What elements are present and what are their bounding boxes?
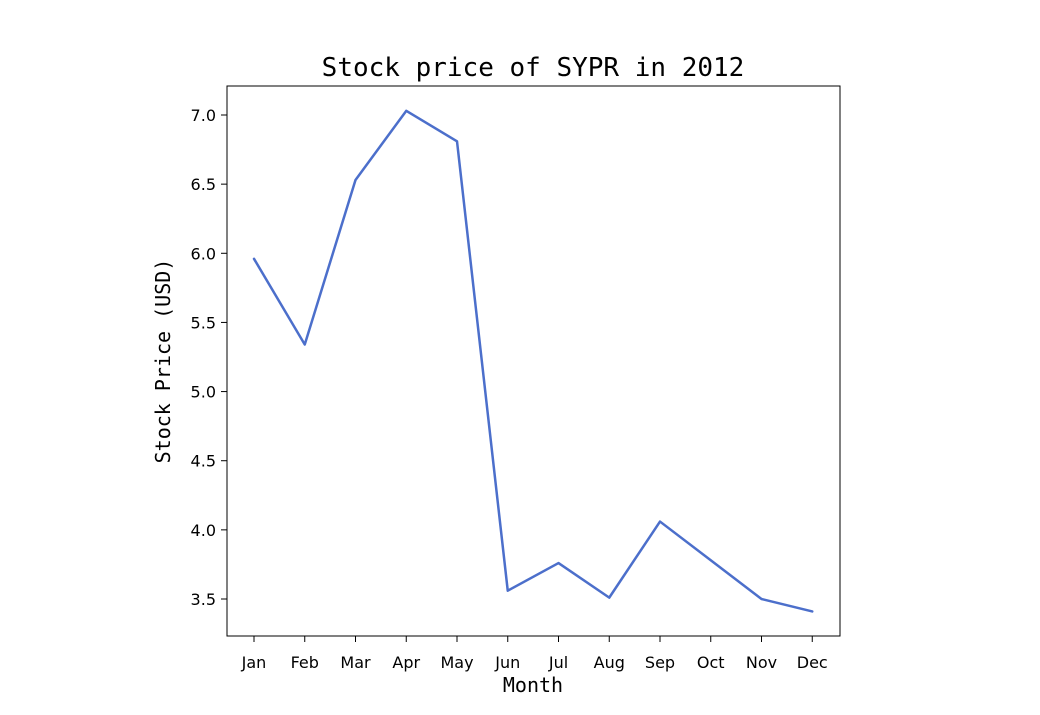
series-line (252, 109, 814, 613)
y-tick-label: 6.5 (191, 175, 216, 194)
y-tick-label: 7.0 (191, 106, 216, 125)
x-tick-label: Jul (548, 653, 568, 672)
y-tick-label: 5.0 (191, 383, 216, 402)
x-tick-label: Apr (392, 653, 420, 672)
x-tick-label: Jan (241, 653, 267, 672)
x-tick-label: Aug (594, 653, 625, 672)
x-tick-label: May (440, 653, 473, 672)
x-axis: Jan Feb Mar Apr May Jun Jul Aug Sep Oct Nov Dec (241, 636, 828, 672)
x-tick-label: Nov (746, 653, 777, 672)
y-tick-label: 5.5 (191, 313, 216, 332)
plot-area-frame (226, 85, 841, 637)
x-tick-label: Oct (697, 653, 725, 672)
y-tick-label: 3.5 (191, 590, 216, 609)
x-tick-label: Jun (494, 653, 520, 672)
x-tick-label: Mar (340, 653, 371, 672)
chart-title: Stock price of SYPR in 2012 (322, 53, 745, 83)
x-tick-label: Dec (797, 653, 828, 672)
y-axis-label: Stock Price (USD) (151, 259, 175, 464)
x-tick-label: Feb (291, 653, 319, 672)
x-axis-label: Month (503, 673, 563, 697)
y-tick-label: 4.0 (191, 521, 216, 540)
x-tick-label: Sep (645, 653, 675, 672)
series-layer (252, 109, 814, 613)
y-tick-label: 4.5 (191, 452, 216, 471)
y-tick-label: 6.0 (191, 244, 216, 263)
y-axis: 3.5 4.0 4.5 5.0 5.5 6.0 6.5 7.0 (191, 106, 227, 609)
